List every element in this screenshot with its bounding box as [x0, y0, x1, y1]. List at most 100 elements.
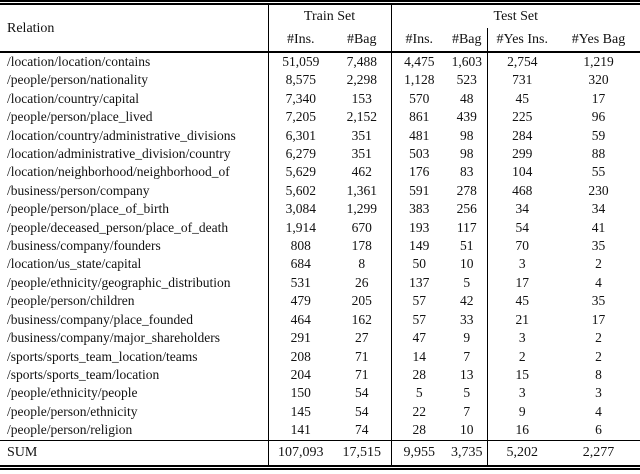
- yes-ins-cell: 299: [486, 145, 557, 164]
- yes-ins-cell: 45: [486, 292, 557, 311]
- table-row: /people/person/religion 141 74 28 10 16 …: [0, 421, 640, 441]
- yes-ins-cell: 15: [486, 365, 557, 385]
- train-ins-cell: 291: [267, 329, 333, 348]
- train-bag-cell: 351: [351, 127, 372, 143]
- yes-bag-cell: 4: [595, 274, 602, 290]
- column-header-train-bag: #Bag: [346, 32, 377, 47]
- yes-ins-cell: 3: [486, 384, 557, 403]
- table-row: /sports/sports_team/location 204 71 28 1…: [0, 365, 640, 385]
- yes-ins-cell: 45: [486, 89, 557, 109]
- yes-ins-cell: 16: [486, 421, 557, 441]
- relation-cell: /business/company/place_founded: [7, 311, 193, 327]
- test-ins-cell: 149: [390, 237, 447, 256]
- test-bag-cell: 83: [460, 164, 474, 180]
- relation-cell: /people/person/place_lived: [7, 109, 153, 125]
- train-ins-cell: 8,575: [267, 71, 333, 90]
- yes-ins-cell: 731: [486, 71, 557, 90]
- train-ins-cell: 5,629: [267, 163, 333, 182]
- train-ins-cell: 464: [267, 310, 333, 330]
- sum-label: SUM: [7, 444, 38, 460]
- yes-bag-cell: 17: [591, 311, 606, 327]
- relation-cell: /business/person/company: [7, 182, 150, 198]
- table-footer: SUM 107,093 17,515 9,955 3,735 5,202 2,2…: [0, 440, 640, 468]
- yes-bag-cell: 8: [595, 366, 602, 382]
- yes-ins-cell: 284: [486, 126, 557, 146]
- test-bag-cell: 10: [460, 256, 474, 272]
- test-ins-cell: 50: [390, 255, 447, 274]
- train-ins-cell: 141: [267, 421, 333, 441]
- train-ins-cell: 808: [267, 237, 333, 256]
- train-bag-cell: 54: [355, 403, 369, 419]
- relation-cell: /location/location/contains: [7, 54, 151, 69]
- yes-bag-cell: 35: [591, 238, 606, 254]
- train-bag-cell: 162: [351, 311, 372, 327]
- test-ins-cell: 591: [390, 181, 447, 201]
- table-row: /people/person/nationality 8,575 2,298 1…: [0, 71, 640, 90]
- header-group-row: Relation Train Set Test Set: [0, 2, 640, 36]
- yes-bag-cell: 2: [595, 330, 602, 346]
- sum-row: SUM 107,093 17,515 9,955 3,735 5,202 2,2…: [0, 440, 640, 468]
- table-row: /location/country/administrative_divisio…: [0, 126, 640, 146]
- yes-bag-cell: 4: [595, 403, 602, 419]
- test-bag-cell: 7: [463, 403, 471, 419]
- table-row: /location/location/contains 51,059 7,488…: [0, 52, 640, 72]
- column-header-yes-ins: #Yes Ins.: [486, 28, 557, 52]
- table-row: /people/person/place_of_birth 3,084 1,29…: [0, 200, 640, 219]
- test-ins-cell: 57: [390, 310, 447, 330]
- test-ins-cell: 28: [390, 421, 447, 441]
- table-row: /sports/sports_team_location/teams 208 7…: [0, 347, 640, 366]
- test-ins-cell: 47: [390, 329, 447, 348]
- train-bag-cell: 462: [351, 164, 372, 180]
- table-row: /people/ethnicity/people 150 54 5 5 3 3: [0, 384, 640, 403]
- yes-bag-cell: 3: [595, 385, 602, 401]
- relation-cell: /people/person/religion: [7, 422, 133, 438]
- column-header-yes-bag: #Yes Bag: [571, 32, 626, 47]
- test-bag-cell: 5: [463, 274, 471, 290]
- test-bag-cell: 98: [460, 127, 474, 143]
- train-ins-cell: 6,279: [267, 145, 333, 164]
- train-bag-cell: 71: [355, 348, 369, 364]
- test-bag-cell: 256: [456, 201, 477, 217]
- test-ins-cell: 570: [390, 89, 447, 109]
- sum-yes-bag: 2,277: [582, 444, 615, 460]
- test-ins-cell: 4,475: [390, 52, 447, 72]
- table-body: /location/location/contains 51,059 7,488…: [0, 52, 640, 441]
- yes-bag-cell: 34: [591, 201, 606, 217]
- train-bag-cell: 351: [351, 146, 372, 162]
- table-row: /people/ethnicity/geographic_distributio…: [0, 273, 640, 293]
- table-row: /location/neighborhood/neighborhood_of 5…: [0, 163, 640, 182]
- yes-ins-cell: 468: [486, 181, 557, 201]
- table-row: /people/deceased_person/place_of_death 1…: [0, 218, 640, 238]
- train-bag-cell: 27: [355, 330, 369, 346]
- yes-bag-cell: 230: [588, 182, 609, 198]
- yes-ins-cell: 21: [486, 310, 557, 330]
- yes-ins-cell: 2: [486, 347, 557, 366]
- relation-cell: /sports/sports_team_location/teams: [7, 348, 198, 364]
- column-group-test-set: Test Set: [390, 2, 640, 28]
- yes-ins-cell: 9: [486, 402, 557, 422]
- relation-cell: /sports/sports_team/location: [7, 366, 160, 382]
- train-bag-cell: 205: [351, 293, 372, 309]
- yes-bag-cell: 55: [591, 164, 606, 180]
- train-bag-cell: 26: [355, 274, 369, 290]
- table-row: /business/person/company 5,602 1,361 591…: [0, 181, 640, 201]
- test-bag-cell: 9: [463, 330, 471, 346]
- sum-test-bag: 3,735: [451, 444, 483, 460]
- table-row: /location/us_state/capital 684 8 50 10 3…: [0, 255, 640, 274]
- yes-bag-cell: 1,219: [583, 54, 614, 69]
- train-ins-cell: 204: [267, 365, 333, 385]
- train-bag-cell: 8: [358, 256, 366, 272]
- train-bag-cell: 7,488: [346, 54, 377, 69]
- table-row: /location/country/capital 7,340 153 570 …: [0, 89, 640, 109]
- yes-bag-cell: 59: [591, 127, 606, 143]
- train-ins-cell: 684: [267, 255, 333, 274]
- yes-bag-cell: 35: [591, 293, 606, 309]
- test-bag-cell: 1,603: [451, 54, 482, 69]
- column-header-test-bag: #Bag: [451, 32, 482, 47]
- yes-bag-cell: 17: [591, 90, 606, 106]
- relation-cell: /people/deceased_person/place_of_death: [7, 219, 229, 235]
- test-bag-cell: 523: [456, 72, 477, 88]
- yes-ins-cell: 104: [486, 163, 557, 182]
- yes-bag-cell: 41: [591, 219, 606, 235]
- test-ins-cell: 57: [390, 292, 447, 311]
